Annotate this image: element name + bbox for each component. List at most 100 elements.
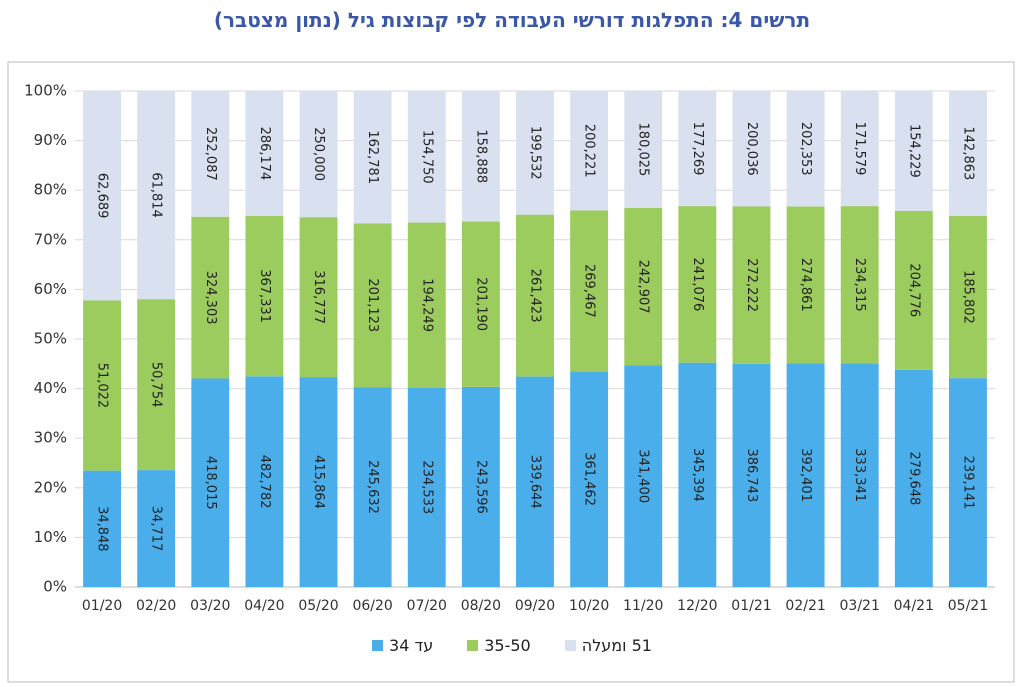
value-label: 415,864 xyxy=(311,455,326,509)
bar-segment xyxy=(407,91,446,223)
value-label: 200,036 xyxy=(744,122,759,176)
value-label: 316,777 xyxy=(311,270,326,324)
value-label: 34,848 xyxy=(95,506,110,552)
value-label: 361,462 xyxy=(582,452,597,506)
bar-segment xyxy=(624,207,663,366)
bar-segment xyxy=(678,206,717,363)
value-label: 243,596 xyxy=(473,460,488,514)
y-tick-label: 80% xyxy=(34,181,67,199)
bar-segment xyxy=(353,223,392,388)
bar-segment xyxy=(83,300,121,471)
value-label: 367,331 xyxy=(257,269,272,323)
x-tick-label: 01/20 xyxy=(82,598,122,614)
value-label: 269,467 xyxy=(582,264,597,318)
x-tick-label: 06/20 xyxy=(352,598,392,614)
value-label: 234,315 xyxy=(852,258,867,312)
bar-segment xyxy=(949,215,987,379)
x-tick-label: 03/20 xyxy=(190,598,230,614)
y-tick-label: 20% xyxy=(34,478,67,496)
value-label: 162,781 xyxy=(365,130,380,184)
bar-segment xyxy=(570,210,609,372)
bar-segment xyxy=(949,378,987,587)
y-tick-label: 90% xyxy=(34,131,67,149)
bar-segment xyxy=(83,470,121,587)
value-label: 194,249 xyxy=(419,278,434,332)
x-tick-label: 01/21 xyxy=(731,598,771,614)
y-tick-label: 0% xyxy=(43,578,67,596)
bar-segment xyxy=(570,91,609,211)
value-label: 274,861 xyxy=(798,258,813,312)
bar-segment xyxy=(624,91,663,208)
value-label: 482,782 xyxy=(257,455,272,509)
legend: עד 34 35-50 51 ומעלה xyxy=(0,636,1024,655)
legend-swatch xyxy=(372,640,384,651)
legend-swatch xyxy=(467,640,479,651)
legend-item: 51 ומעלה xyxy=(564,636,652,655)
x-tick-label: 05/21 xyxy=(948,598,988,614)
y-tick-label: 50% xyxy=(34,330,67,348)
value-label: 239,141 xyxy=(960,456,975,510)
bar-segment xyxy=(786,363,825,587)
value-label: 250,000 xyxy=(311,127,326,181)
value-label: 339,644 xyxy=(528,455,543,509)
bar-segment xyxy=(461,91,500,222)
bar-segment xyxy=(732,363,771,587)
y-tick-label: 10% xyxy=(34,528,67,546)
bar-segment xyxy=(191,378,230,587)
value-label: 345,394 xyxy=(690,448,705,502)
value-label: 34,717 xyxy=(149,506,164,552)
bar-segment xyxy=(461,221,500,387)
bar-segment xyxy=(516,214,554,377)
value-label: 201,190 xyxy=(473,277,488,331)
value-label: 245,632 xyxy=(365,460,380,514)
bar-segment xyxy=(407,387,446,587)
value-label: 333,341 xyxy=(852,448,867,502)
bar-segment xyxy=(299,377,338,587)
x-tick-label: 05/20 xyxy=(298,598,338,614)
bar-segment xyxy=(840,363,879,587)
chart-title: תרשים 4: התפלגות דורשי העבודה לפי קבוצות… xyxy=(213,8,811,32)
value-label: 180,025 xyxy=(636,123,651,177)
x-tick-label: 09/20 xyxy=(515,598,555,614)
bar-segment xyxy=(461,386,500,587)
bar-segment xyxy=(299,91,338,218)
value-label: 204,776 xyxy=(906,263,921,317)
x-tick-label: 08/20 xyxy=(461,598,501,614)
bar-segment xyxy=(353,387,392,587)
bar-segment xyxy=(786,206,825,364)
bar-segment xyxy=(299,217,338,378)
x-tick-label: 02/21 xyxy=(785,598,825,614)
value-label: 201,123 xyxy=(365,278,380,332)
y-tick-label: 60% xyxy=(34,280,67,298)
y-tick-label: 30% xyxy=(34,429,67,447)
x-tick-label: 03/21 xyxy=(840,598,880,614)
legend-item: 35-50 xyxy=(467,636,531,655)
value-label: 142,863 xyxy=(960,127,975,181)
x-tick-label: 12/20 xyxy=(677,598,717,614)
bar-segment xyxy=(624,365,663,587)
value-label: 50,754 xyxy=(149,362,164,408)
value-label: 324,303 xyxy=(203,271,218,325)
bar-segment xyxy=(245,91,284,216)
value-label: 61,814 xyxy=(149,172,164,218)
bar-segment xyxy=(137,91,176,300)
bar-segment xyxy=(678,362,717,587)
bar-segment xyxy=(570,371,609,587)
bar-segment xyxy=(894,210,933,370)
value-label: 272,222 xyxy=(744,258,759,312)
bar-segment xyxy=(732,206,771,364)
bar-segment xyxy=(137,470,176,587)
x-tick-label: 04/21 xyxy=(894,598,934,614)
value-label: 51,022 xyxy=(95,363,110,409)
y-tick-label: 100% xyxy=(24,82,67,100)
x-tick-label: 07/20 xyxy=(407,598,447,614)
bar-segment xyxy=(732,91,771,207)
legend-label: עד 34 xyxy=(389,636,434,655)
value-label: 200,221 xyxy=(582,124,597,178)
value-label: 252,087 xyxy=(203,127,218,181)
value-label: 392,401 xyxy=(798,448,813,502)
value-label: 185,802 xyxy=(960,270,975,324)
bar-segment xyxy=(83,91,121,301)
